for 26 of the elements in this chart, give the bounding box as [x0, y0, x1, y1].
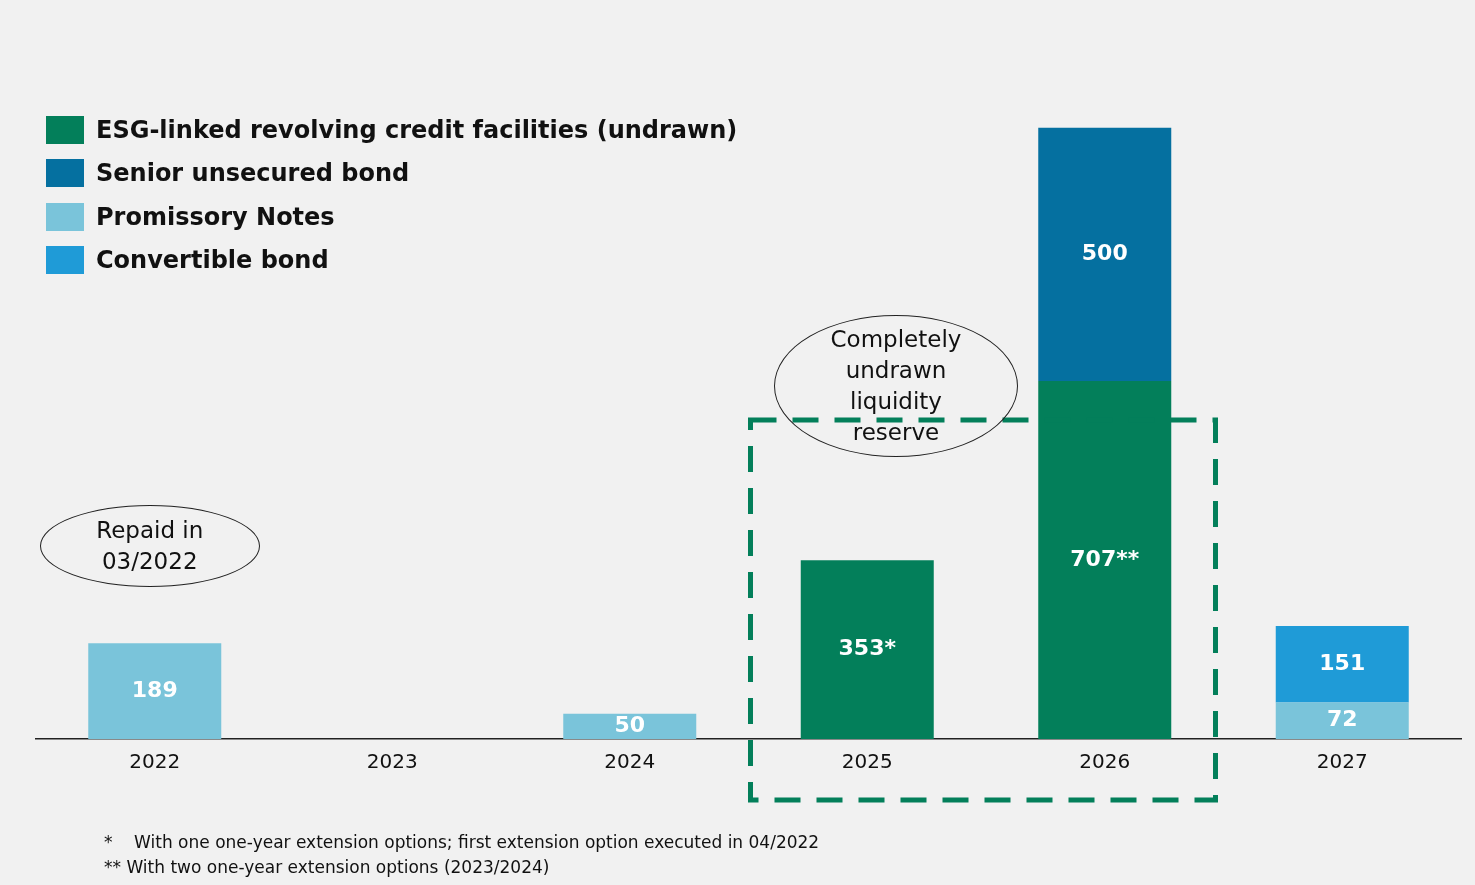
- legend-label: Senior unsecured bond: [96, 159, 410, 188]
- legend-label: Convertible bond: [96, 246, 329, 275]
- text: ** With two one-year extension options (2023/2024): [104, 857, 550, 878]
- bar: [1275, 626, 1409, 703]
- annotation: Repaid in 03/2022: [95, 515, 205, 576]
- data-label: 189: [131, 676, 178, 702]
- x-tick-label: 2023: [366, 749, 418, 774]
- legend-label: Promissory Notes: [96, 202, 335, 231]
- x-tick-label: 2022: [129, 749, 181, 774]
- data-label: 707**: [1070, 545, 1140, 571]
- x-tick-label: 2027: [1316, 749, 1368, 774]
- legend-label: ESG-linked revolving credit facilities (undrawn): [96, 115, 738, 144]
- data-label: 72: [1326, 706, 1358, 732]
- x-tick-label: 2026: [1079, 749, 1131, 774]
- x-tick-label: 2024: [604, 749, 656, 774]
- annotation: Completely undrawn liquidity reserve: [829, 324, 963, 448]
- bar: [800, 560, 934, 739]
- text: * With one one-year extension options; first extension option executed in 04/2022: [104, 832, 820, 853]
- bar: [1038, 127, 1172, 381]
- x-tick-label: 2025: [841, 749, 893, 774]
- data-label: 151: [1319, 650, 1366, 676]
- data-label: 50: [614, 712, 646, 738]
- data-label: 500: [1081, 240, 1128, 266]
- data-label: 353*: [838, 635, 897, 661]
- bar: [1275, 702, 1409, 739]
- bar: [88, 643, 222, 739]
